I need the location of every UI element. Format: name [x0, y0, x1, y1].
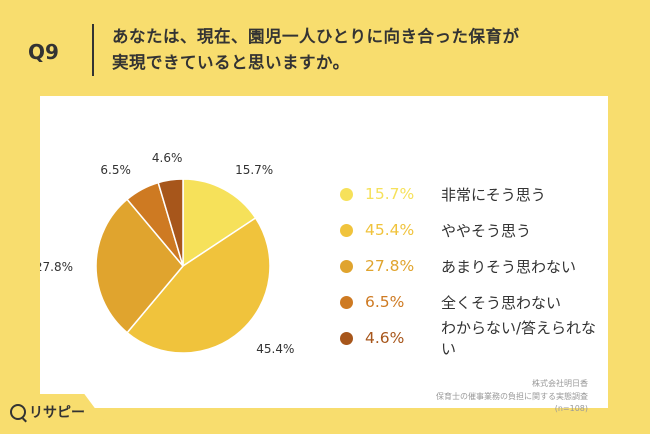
pie-slice — [157, 178, 184, 267]
legend-percent: 45.4% — [365, 221, 415, 239]
legend-label: わからない/答えられない — [441, 319, 597, 358]
legend-item: 4.6% わからない/答えられない — [340, 319, 608, 358]
legend-percent: 27.8% — [365, 257, 415, 275]
chart-legend: 15.7% 非常にそう思う 45.4% ややそう思う 27.8% あまりそう思わ… — [340, 176, 608, 358]
slice-label: 6.5% — [100, 163, 131, 177]
slice-label: 45.4% — [256, 342, 294, 356]
question-title-line2: 実現できていると思いますか。 — [112, 53, 350, 72]
legend-percent: 15.7% — [365, 185, 415, 203]
legend-label: あまりそう思わない — [441, 257, 577, 276]
pie-slice — [126, 216, 271, 354]
legend-swatch — [340, 259, 353, 273]
legend-label: 非常にそう思う — [441, 185, 546, 204]
legend-swatch — [340, 295, 353, 309]
question-number: Q9 — [28, 40, 59, 64]
legend-item: 45.4% ややそう思う — [340, 212, 608, 248]
legend-percent: 6.5% — [365, 293, 405, 311]
legend-item: 15.7% 非常にそう思う — [340, 176, 608, 212]
legend-swatch — [340, 223, 353, 237]
legend-swatch — [340, 331, 353, 345]
pie-chart: 15.7% 45.4% 27.8% 6.5% 4.6% — [40, 151, 294, 356]
legend-swatch — [340, 187, 353, 201]
legend-item: 27.8% あまりそう思わない — [340, 248, 608, 284]
legend-label: ややそう思う — [441, 221, 532, 240]
brand-logo: リサピー — [10, 402, 85, 422]
source-note: 株式会社明日香 保育士の催事業務の負担に関する実態調査 (n=108) — [436, 378, 588, 416]
question-title: あなたは、現在、園児一人ひとりに向き合った保育が 実現できていると思いますか。 — [112, 24, 520, 76]
source-survey: 保育士の催事業務の負担に関する実態調査 — [436, 391, 588, 401]
slice-label: 4.6% — [152, 151, 183, 165]
legend-item: 6.5% 全くそう思わない — [340, 284, 608, 320]
question-title-line1: あなたは、現在、園児一人ひとりに向き合った保育が — [112, 27, 520, 46]
pie-slice — [182, 178, 257, 268]
legend-label: 全くそう思わない — [441, 293, 562, 312]
source-sample-size: (n=108) — [554, 404, 588, 413]
legend-percent: 4.6% — [365, 329, 405, 347]
pie-slice — [95, 198, 184, 334]
slice-label: 15.7% — [235, 163, 273, 177]
chart-card: 15.7% 45.4% 27.8% 6.5% 4.6% 15.7% 非常にそう思う 45… — [40, 96, 608, 413]
title-divider — [92, 24, 94, 76]
magnifier-icon — [10, 404, 26, 420]
slice-label: 27.8% — [40, 260, 73, 274]
source-company: 株式会社明日香 — [532, 379, 588, 388]
logo-text: リサピー — [29, 405, 85, 421]
